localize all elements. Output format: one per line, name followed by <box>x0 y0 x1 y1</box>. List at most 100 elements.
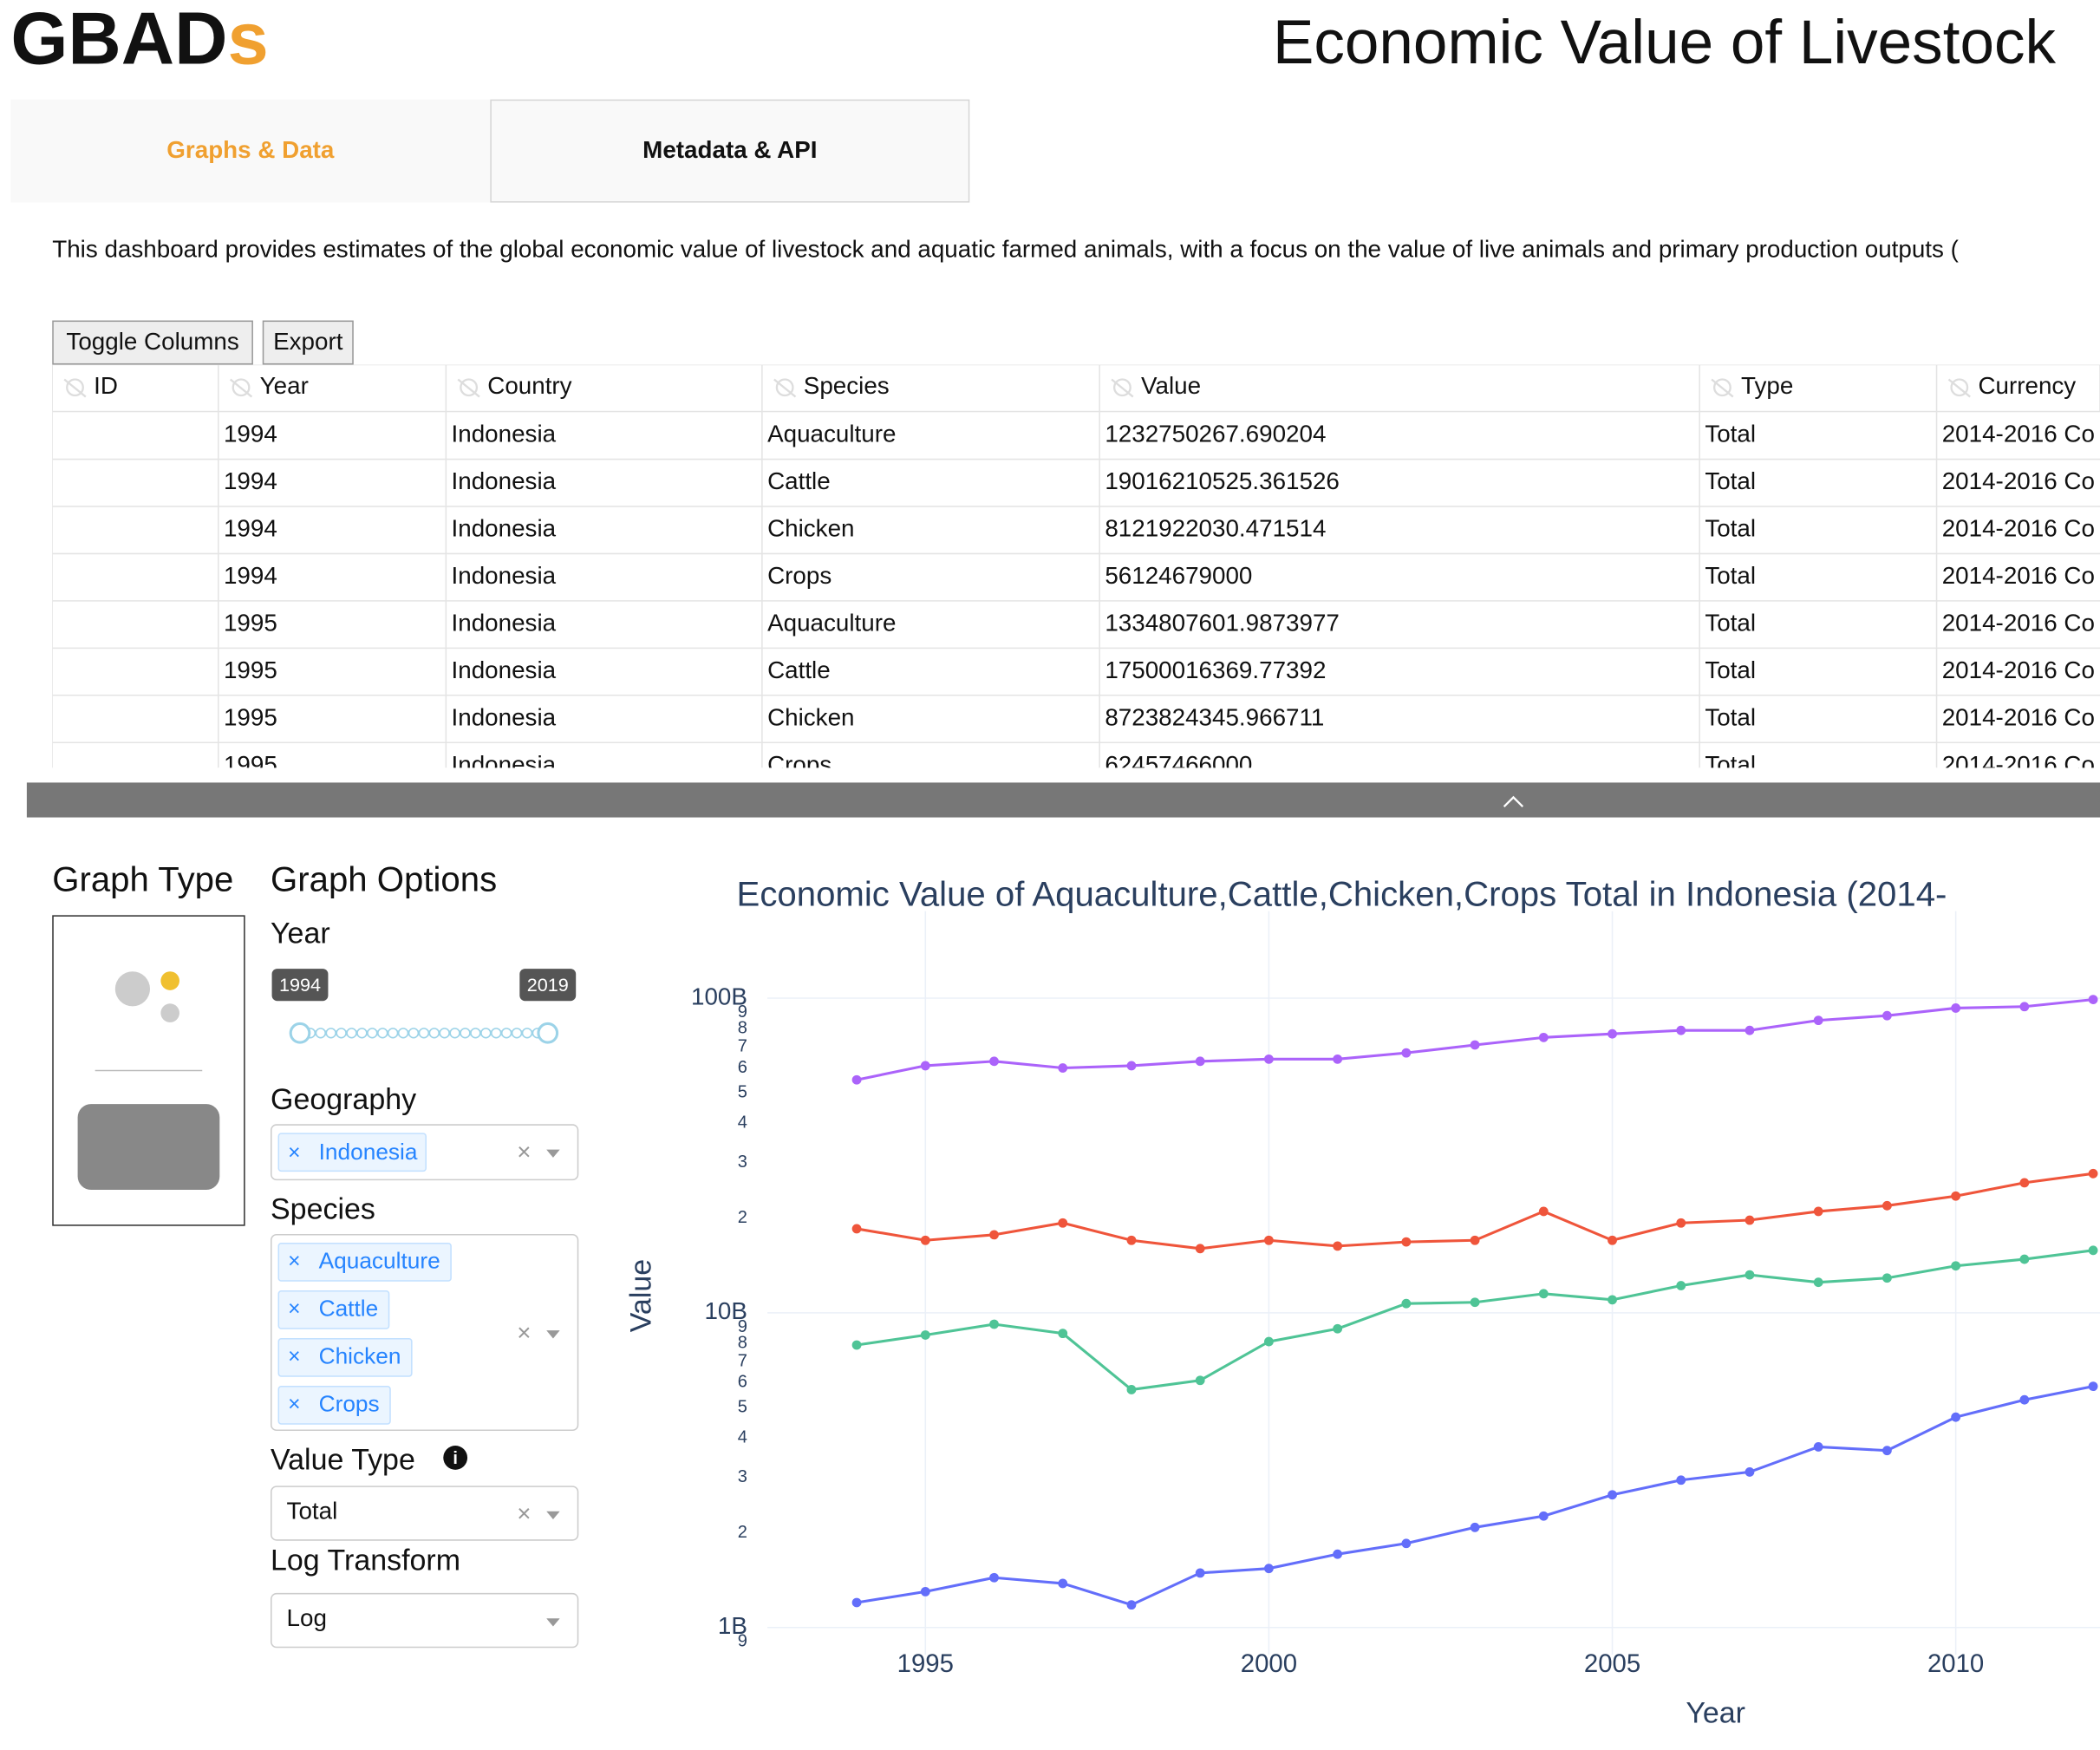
hide-icon[interactable] <box>1950 378 1969 397</box>
data-point[interactable] <box>920 1586 930 1597</box>
splitter-bar[interactable] <box>26 782 2100 818</box>
data-point[interactable] <box>1813 1442 1823 1452</box>
data-point[interactable] <box>1882 1200 1892 1211</box>
data-point[interactable] <box>1951 1412 1961 1422</box>
dropdown[interactable] <box>271 1592 579 1649</box>
tab[interactable] <box>490 99 970 203</box>
data-point[interactable] <box>1333 1549 1343 1559</box>
data-point[interactable] <box>920 1235 930 1245</box>
data-point[interactable] <box>1058 1218 1068 1228</box>
caret[interactable] <box>546 1618 560 1627</box>
data-point[interactable] <box>2088 1168 2098 1179</box>
data-point[interactable] <box>1745 1467 1755 1477</box>
data-point[interactable] <box>1058 1578 1068 1589</box>
clear[interactable]: × <box>517 1500 531 1527</box>
chip-remove[interactable]: × <box>288 1393 300 1416</box>
button[interactable] <box>262 320 354 365</box>
data-point[interactable] <box>1263 1235 1274 1245</box>
data-point[interactable] <box>1538 1206 1549 1217</box>
data-point[interactable] <box>989 1572 999 1583</box>
data-point[interactable] <box>1126 1600 1137 1610</box>
chip[interactable] <box>277 1385 391 1425</box>
data-point[interactable] <box>1951 1191 1961 1201</box>
hide-icon[interactable] <box>232 378 251 397</box>
data-point[interactable] <box>1608 1295 1617 1305</box>
data-point[interactable] <box>1195 1244 1205 1254</box>
data-point[interactable] <box>1333 1323 1343 1334</box>
button-label[interactable]: Toggle Columns <box>66 328 238 355</box>
data-point[interactable] <box>1195 1568 1205 1578</box>
data-point[interactable] <box>1126 1235 1137 1245</box>
data-point[interactable] <box>1470 1297 1480 1308</box>
data-point[interactable] <box>2019 1254 2030 1264</box>
data-point[interactable] <box>1813 1206 1823 1217</box>
data-point[interactable] <box>1401 1538 1412 1549</box>
data-point[interactable] <box>1333 1054 1343 1064</box>
data-point[interactable] <box>1608 1490 1617 1500</box>
hide-icon[interactable] <box>773 378 797 398</box>
data-point[interactable] <box>1401 1048 1412 1058</box>
tab-label[interactable]: Graphs & Data <box>166 136 335 163</box>
data-point[interactable] <box>851 1074 862 1085</box>
slider-handle[interactable] <box>289 1022 311 1044</box>
data-point[interactable] <box>851 1597 862 1608</box>
data-point[interactable] <box>989 1319 999 1329</box>
clear[interactable]: × <box>517 1139 531 1166</box>
data-point[interactable] <box>1676 1025 1686 1035</box>
chip[interactable] <box>277 1133 427 1172</box>
hide-icon[interactable] <box>1947 378 1971 398</box>
data-point[interactable] <box>1951 1261 1961 1271</box>
column-header[interactable]: Value <box>1141 372 1201 399</box>
data-point[interactable] <box>920 1330 930 1340</box>
data-point[interactable] <box>851 1340 862 1350</box>
hide-icon[interactable] <box>1111 378 1134 398</box>
data-point[interactable] <box>2088 1381 2098 1392</box>
hide-icon[interactable] <box>1711 378 1734 398</box>
caret[interactable] <box>546 1330 560 1339</box>
data-point[interactable] <box>1676 1218 1686 1228</box>
hide-icon[interactable] <box>66 378 84 397</box>
caret[interactable] <box>546 1511 560 1519</box>
data-point[interactable] <box>1195 1375 1205 1386</box>
tab[interactable] <box>10 99 491 203</box>
data-point[interactable] <box>1126 1061 1137 1071</box>
data-point[interactable] <box>1058 1063 1068 1073</box>
data-point[interactable] <box>1676 1281 1686 1290</box>
chip-remove[interactable]: × <box>288 1297 300 1321</box>
column-header[interactable]: Currency <box>1978 372 2076 399</box>
clear[interactable]: × <box>517 1319 531 1346</box>
data-point[interactable] <box>1263 1564 1274 1574</box>
chip[interactable] <box>277 1243 452 1282</box>
column-header[interactable]: Year <box>260 372 309 399</box>
hide-icon[interactable] <box>1712 378 1732 397</box>
data-point[interactable] <box>1676 1475 1686 1486</box>
data-point[interactable] <box>1813 1015 1823 1026</box>
chip-remove[interactable]: × <box>288 1141 300 1165</box>
data-point[interactable] <box>1470 1235 1480 1245</box>
data-point[interactable] <box>1333 1241 1343 1251</box>
hide-icon[interactable] <box>775 378 794 397</box>
data-point[interactable] <box>989 1230 999 1240</box>
chip[interactable] <box>277 1337 413 1377</box>
data-point[interactable] <box>1470 1040 1480 1050</box>
hide-icon[interactable] <box>63 378 87 398</box>
chip-remove[interactable]: × <box>288 1345 300 1368</box>
data-point[interactable] <box>1470 1522 1480 1532</box>
data-point[interactable] <box>1263 1054 1274 1064</box>
data-point[interactable] <box>2088 1245 2098 1256</box>
dropdown[interactable] <box>271 1233 579 1432</box>
dropdown[interactable] <box>271 1486 579 1541</box>
data-point[interactable] <box>1263 1336 1274 1347</box>
data-point[interactable] <box>1882 1010 1892 1021</box>
data-point[interactable] <box>1608 1028 1617 1039</box>
data-point[interactable] <box>1882 1273 1892 1283</box>
data-point[interactable] <box>1951 1003 1961 1013</box>
data-point[interactable] <box>1126 1385 1137 1394</box>
data-point[interactable] <box>2019 1002 2030 1012</box>
column-header[interactable]: ID <box>94 372 118 399</box>
tab-label[interactable]: Metadata & API <box>642 136 817 163</box>
data-point[interactable] <box>1813 1277 1823 1288</box>
data-point[interactable] <box>920 1061 930 1071</box>
data-point[interactable] <box>2019 1178 2030 1188</box>
hide-icon[interactable] <box>460 378 479 397</box>
